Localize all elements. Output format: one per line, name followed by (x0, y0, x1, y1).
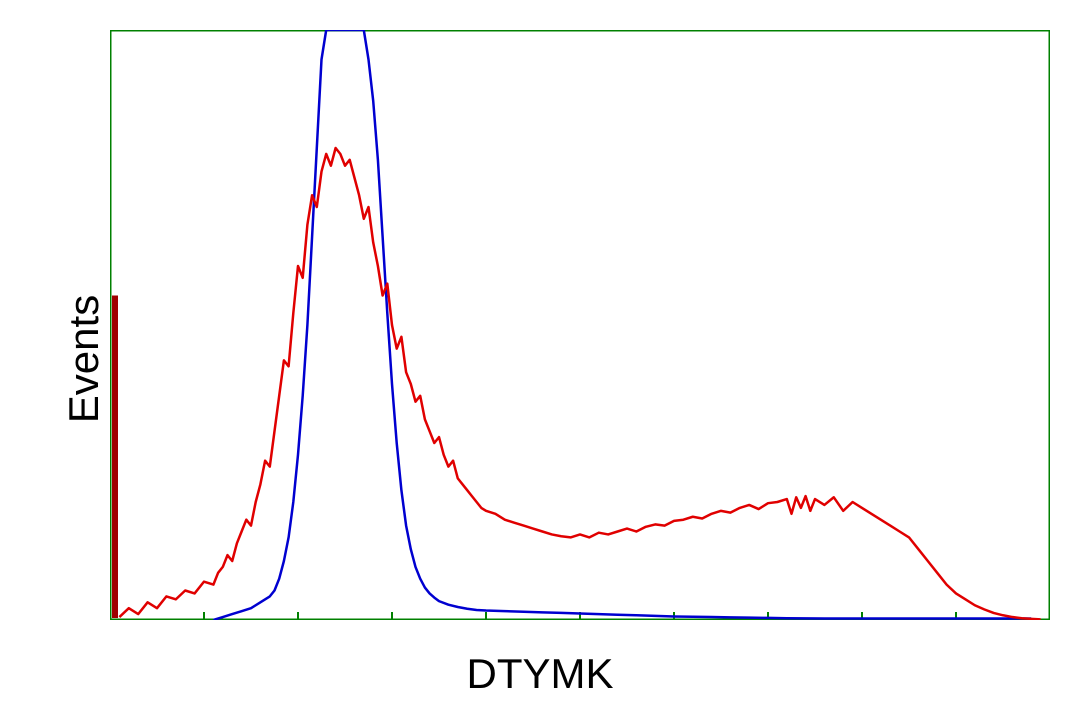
plot-area (110, 30, 1050, 620)
histogram-chart: Events DTYMK (20, 20, 1060, 698)
x-axis-label: DTYMK (467, 650, 614, 698)
y-axis-label: Events (60, 295, 108, 423)
plot-svg (110, 30, 1050, 620)
